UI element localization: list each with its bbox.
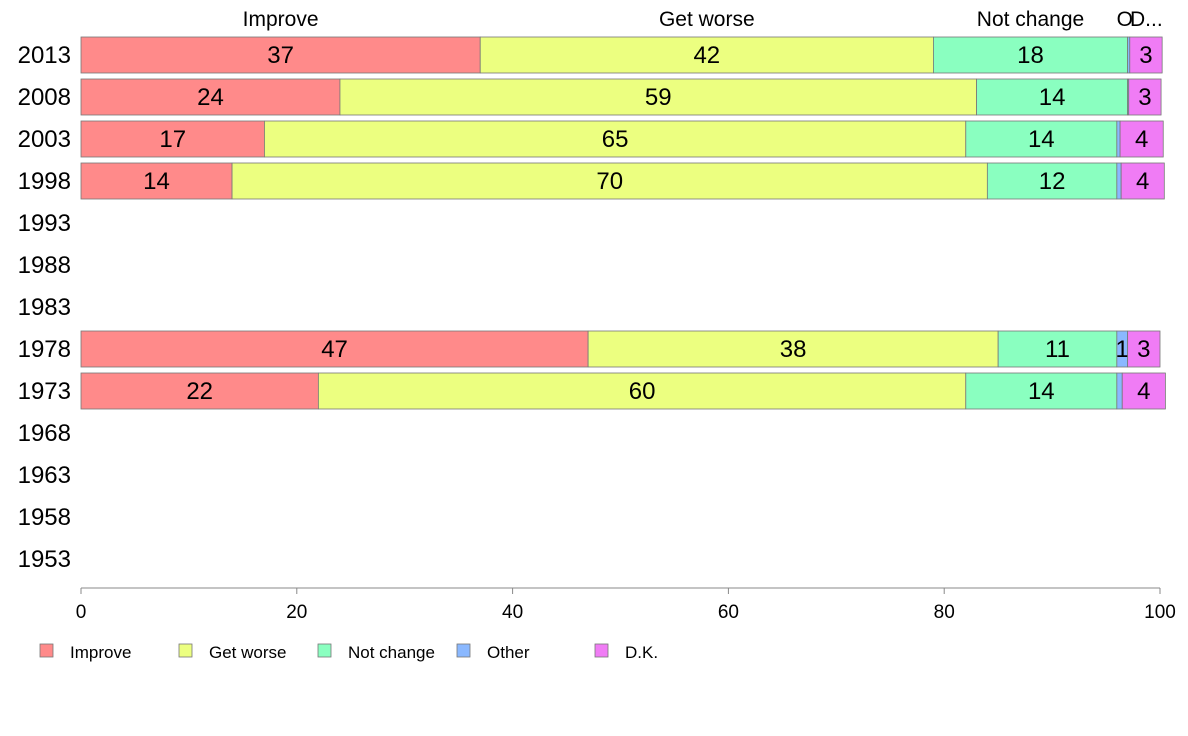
- bar-2003-get-worse: [264, 120, 967, 158]
- bar-label-2013-d-k: 3: [1139, 42, 1152, 69]
- bar-2013-get-worse: [479, 36, 934, 74]
- bar-2003-improve: [80, 120, 265, 158]
- x-axis: 0 20 40 60 80 100: [76, 587, 1176, 623]
- bar-2008-not-change: [976, 78, 1129, 116]
- x-tick-label-100: 100: [1144, 602, 1176, 623]
- column-header-not-change: Not change: [977, 8, 1084, 31]
- bar-2003-not-change: [965, 120, 1118, 158]
- bar-1973-not-change: [965, 372, 1118, 410]
- bar-2013-not-change: [933, 36, 1129, 74]
- year-label-2013: 2013: [18, 42, 71, 69]
- bar-label-1978-not-change: 11: [1045, 336, 1070, 363]
- bar-label-2003-get-worse: 65: [602, 126, 629, 153]
- bar-label-1998-get-worse: 70: [596, 168, 623, 195]
- year-label-1973: 1973: [18, 378, 71, 405]
- year-label-1988: 1988: [18, 252, 71, 279]
- column-headers: Improve Get worse Not change OD...: [243, 8, 1163, 31]
- bar-label-1973-not-change: 14: [1028, 378, 1055, 405]
- legend-swatch-improve: [39, 643, 54, 658]
- legend-label-improve: Improve: [70, 643, 131, 662]
- bar-1998-other: [1116, 162, 1122, 200]
- bar-label-2008-get-worse: 59: [645, 84, 672, 111]
- legend-label-other: Other: [487, 643, 530, 662]
- year-labels: 2013 2008 2003 1998 1993 1988 1983 1978 1973 1968…: [18, 42, 71, 573]
- bar-2008-get-worse: [339, 78, 977, 116]
- bar-1978-d-k: [1127, 330, 1161, 368]
- year-label-1993: 1993: [18, 210, 71, 237]
- bar-1998-improve: [80, 162, 233, 200]
- bar-1973-improve: [80, 372, 319, 410]
- bar-label-2008-not-change: 14: [1039, 84, 1066, 111]
- column-header-d-k: D...: [1130, 8, 1163, 31]
- bar-label-2013-get-worse: 42: [693, 42, 720, 69]
- bar-label-2008-improve: 24: [197, 84, 224, 111]
- bar-label-1998-not-change: 12: [1039, 168, 1066, 195]
- bar-label-1973-d-k: 4: [1137, 378, 1150, 405]
- year-label-1958: 1958: [18, 504, 71, 531]
- bar-2003-other: [1116, 120, 1121, 158]
- bar-label-1998-d-k: 4: [1136, 168, 1149, 195]
- bar-2008-improve: [80, 78, 341, 116]
- year-label-1953: 1953: [18, 546, 71, 573]
- legend-swatch-other: [456, 643, 471, 658]
- x-tick-label-20: 20: [286, 602, 307, 623]
- x-tick-label-60: 60: [718, 602, 739, 623]
- legend-label-not-change: Not change: [348, 643, 435, 662]
- bar-label-1998-improve: 14: [143, 168, 170, 195]
- year-label-1978: 1978: [18, 336, 71, 363]
- legend-swatch-d-k: [594, 643, 609, 658]
- bar-2008-d-k: [1128, 78, 1162, 116]
- bar-label-1978-other: 1: [1116, 336, 1129, 363]
- column-header-get-worse: Get worse: [659, 8, 755, 31]
- bar-1973-other: [1116, 372, 1123, 410]
- bar-label-1978-improve: 47: [321, 336, 348, 363]
- bar-label-2008-d-k: 3: [1138, 84, 1151, 111]
- x-tick-label-0: 0: [76, 602, 87, 623]
- year-label-1998: 1998: [18, 168, 71, 195]
- bar-1973-get-worse: [317, 372, 967, 410]
- bar-label-1978-get-worse: 38: [780, 336, 807, 363]
- bar-1978-not-change: [997, 330, 1118, 368]
- bars-layer: 37 42 18 324 59 14 317 65 14 414 70 12 447 38 11 1 322 60…: [80, 36, 1166, 410]
- year-label-1963: 1963: [18, 462, 71, 489]
- legend-swatch-not-change: [317, 643, 332, 658]
- year-label-2003: 2003: [18, 126, 71, 153]
- legend-label-d-k: D.K.: [625, 643, 658, 662]
- bar-2013-d-k: [1129, 36, 1163, 74]
- bar-1998-d-k: [1120, 162, 1165, 200]
- bar-label-2003-d-k: 4: [1135, 126, 1148, 153]
- year-label-1968: 1968: [18, 420, 71, 447]
- bar-label-2013-improve: 37: [267, 42, 294, 69]
- x-tick-label-40: 40: [502, 602, 523, 623]
- legend-swatch-get-worse: [178, 643, 193, 658]
- bar-1998-not-change: [986, 162, 1118, 200]
- year-label-2008: 2008: [18, 84, 71, 111]
- bar-1973-d-k: [1121, 372, 1166, 410]
- bar-2003-d-k: [1119, 120, 1164, 158]
- bar-label-2013-not-change: 18: [1017, 42, 1044, 69]
- bar-label-1973-improve: 22: [186, 378, 213, 405]
- bar-1978-improve: [80, 330, 589, 368]
- bar-label-2003-not-change: 14: [1028, 126, 1055, 153]
- bar-label-1978-d-k: 3: [1137, 336, 1150, 363]
- bar-label-2003-improve: 17: [159, 126, 186, 153]
- bar-1998-get-worse: [231, 162, 988, 200]
- column-header-improve: Improve: [243, 8, 319, 31]
- legend-label-get-worse: Get worse: [209, 643, 286, 662]
- year-label-1983: 1983: [18, 294, 71, 321]
- legend: Improve Get worse Not change Other D.K.: [39, 643, 658, 662]
- column-header-other: O: [1117, 8, 1133, 31]
- bar-1978-get-worse: [587, 330, 999, 368]
- x-tick-label-80: 80: [934, 602, 955, 623]
- bar-label-1973-get-worse: 60: [629, 378, 656, 405]
- bar-2013-improve: [80, 36, 481, 74]
